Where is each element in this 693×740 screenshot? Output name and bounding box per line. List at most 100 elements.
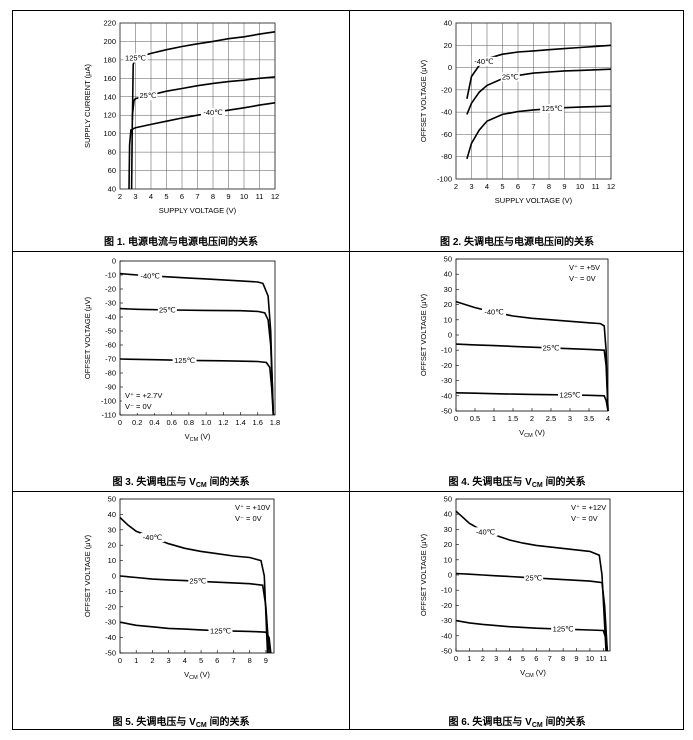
y-axis-label: OFFSET VOLTAGE (μV) (83, 296, 92, 379)
caption-prefix: 图 2. (440, 237, 464, 248)
y-tick-label: -40 (441, 631, 452, 640)
y-tick-label: 20 (444, 300, 452, 309)
x-tick-label: 9 (226, 192, 230, 201)
condition-label: V⁺ = +5V (569, 263, 600, 272)
x-tick-label: 2 (530, 414, 534, 423)
series-label-125℃: 125℃ (125, 54, 147, 63)
y-tick-label: 20 (444, 41, 452, 50)
caption-prefix: 图 6. (448, 717, 473, 728)
y-tick-label: 0 (112, 572, 116, 581)
y-tick-label: -40 (441, 108, 452, 117)
series-line-25℃ (130, 76, 276, 190)
series-label-bg (138, 271, 163, 281)
series-label-bg (172, 355, 197, 365)
row-divider-1 (13, 251, 683, 252)
series-label-25℃: 25℃ (140, 91, 157, 100)
y-tick-label: 50 (444, 495, 452, 504)
x-tick-label: 0 (454, 414, 458, 423)
y-tick-label: 40 (108, 510, 116, 519)
y-axis-label: SUPPLY CURRENT (μA) (83, 64, 92, 148)
figure-caption-1: 图 1. 电源电流与电源电压间的关系 (13, 233, 349, 248)
y-tick-label: 0 (448, 571, 452, 580)
y-tick-label: -80 (441, 152, 452, 161)
x-tick-label: 3 (167, 656, 171, 665)
x-tick-label: 0.5 (470, 414, 480, 423)
y-tick-label: 160 (103, 74, 116, 83)
y-tick-label: -90 (105, 383, 116, 392)
y-tick-label: -30 (441, 616, 452, 625)
y-tick-label: 10 (444, 315, 452, 324)
condition-label: V⁻ = 0V (235, 514, 262, 523)
condition-label: V⁻ = 0V (569, 274, 596, 283)
x-tick-label: 0 (118, 418, 122, 427)
figure-caption-3: 图 3. 失调电压与 VCM 间的关系 (13, 473, 349, 489)
series-label-125℃: 125℃ (553, 625, 575, 634)
x-tick-label: 2 (118, 192, 122, 201)
y-tick-label: 0 (448, 63, 452, 72)
x-tick-label: 4 (507, 654, 511, 663)
series-line-25℃ (466, 68, 612, 115)
caption-subscript: CM (195, 722, 207, 729)
y-tick-label: -100 (437, 175, 452, 184)
series-label-bg (541, 343, 561, 353)
series-label-25℃: 25℃ (502, 73, 519, 82)
y-tick-label: -50 (441, 407, 452, 416)
y-tick-label: -20 (441, 361, 452, 370)
x-tick-label: 10 (586, 654, 594, 663)
series-label-bg (558, 390, 582, 400)
y-tick-label: 50 (444, 255, 452, 264)
y-axis-label: OFFSET VOLTAGE (μV) (419, 533, 428, 616)
x-tick-label: 0.2 (132, 418, 142, 427)
x-tick-label: 9 (574, 654, 578, 663)
x-tick-label: 2 (454, 182, 458, 191)
y-tick-label: 0 (112, 257, 116, 266)
x-tick-label: 8 (561, 654, 565, 663)
x-tick-label: 9 (562, 182, 566, 191)
y-tick-label: 40 (108, 185, 116, 194)
series-line--40℃ (455, 510, 607, 652)
y-tick-label: 50 (108, 495, 116, 504)
x-tick-label: 10 (576, 182, 584, 191)
x-tick-label: 3 (133, 192, 137, 201)
y-tick-label: 100 (103, 129, 116, 138)
series-label-bg (188, 576, 208, 586)
x-tick-label: 0.6 (166, 418, 176, 427)
x-tick-label: 4 (183, 656, 187, 665)
x-tick-label: 3.5 (584, 414, 594, 423)
series-line-25℃ (455, 343, 609, 412)
series-line--40℃ (466, 44, 612, 99)
series-label-bg (500, 72, 520, 82)
x-tick-label: 0.8 (184, 418, 194, 427)
y-tick-label: -30 (441, 376, 452, 385)
caption-text: 失调电压与 V (136, 477, 196, 488)
x-tick-label: 2.5 (546, 414, 556, 423)
x-tick-label: 9 (264, 656, 268, 665)
y-tick-label: 180 (103, 55, 116, 64)
row-divider-2 (13, 491, 683, 492)
x-tick-label: 0 (454, 654, 458, 663)
plot-frame (119, 260, 276, 416)
x-tick-label: 1 (492, 414, 496, 423)
series-label-bg (473, 527, 498, 537)
series-line-125℃ (455, 619, 609, 652)
x-tick-label: 1 (134, 656, 138, 665)
caption-tail: 间的关系 (206, 477, 250, 488)
y-tick-label: -50 (105, 649, 116, 658)
y-axis-label: OFFSET VOLTAGE (μV) (83, 534, 92, 617)
series-line-125℃ (119, 621, 272, 654)
x-tick-label: 7 (531, 182, 535, 191)
series-label-125℃: 125℃ (542, 104, 564, 113)
x-tick-label: 7 (231, 656, 235, 665)
condition-label: V⁺ = +2.7V (125, 391, 162, 400)
column-divider (349, 11, 350, 729)
series-label--40℃: -40℃ (476, 527, 496, 536)
series-label--40℃: -40℃ (484, 308, 504, 317)
figure-caption-6: 图 6. 失调电压与 VCM 间的关系 (349, 713, 685, 729)
y-tick-label: -10 (441, 586, 452, 595)
y-tick-label: -20 (105, 602, 116, 611)
conditions-box (568, 501, 608, 525)
series-label-bg (524, 573, 544, 583)
y-tick-label: -20 (441, 601, 452, 610)
series-label-bg (140, 533, 165, 542)
